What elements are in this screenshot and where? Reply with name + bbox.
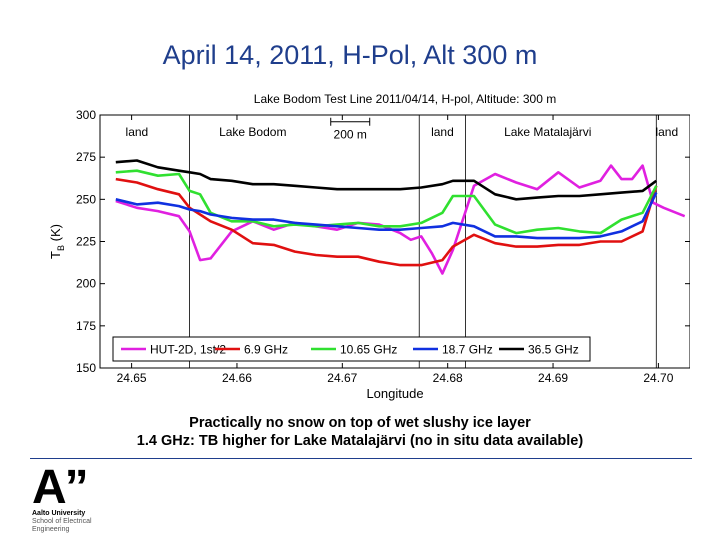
x-tick-label: 24.66 <box>222 371 252 385</box>
x-tick-label: 24.68 <box>433 371 463 385</box>
x-tick-label: 24.69 <box>538 371 568 385</box>
series-line <box>115 177 658 267</box>
plot-area <box>99 114 690 369</box>
region-label: land <box>431 125 454 139</box>
region-label: Lake Bodom <box>219 125 286 139</box>
y-tick-label: 200 <box>76 277 96 291</box>
region-label: land <box>655 125 678 139</box>
series-line <box>115 164 686 275</box>
x-tick-label: 24.65 <box>117 371 147 385</box>
region-label: land <box>126 125 149 139</box>
legend-label: 6.9 GHz <box>244 343 288 357</box>
y-tick-label: 275 <box>76 150 96 164</box>
y-tick-label: 250 <box>76 192 96 206</box>
legend-label: 36.5 GHz <box>528 343 579 357</box>
aalto-logo: A” Aalto University School of Electrical… <box>32 461 92 534</box>
x-axis-label: Longitude <box>366 386 423 401</box>
tb-line-chart: 150 175 200 225 250 275 300 24.65 24.66 24.67 24.6… <box>48 92 690 401</box>
legend-label: 10.65 GHz <box>340 343 397 357</box>
y-tick-label: 150 <box>76 361 96 375</box>
chart-title: Lake Bodom Test Line 2011/04/14, H-pol, … <box>254 92 556 106</box>
series-line <box>115 159 658 201</box>
y-tick-label: 225 <box>76 235 96 249</box>
x-tick-label: 24.67 <box>327 371 357 385</box>
x-tick-label: 24.70 <box>643 371 673 385</box>
caption-line-1: Practically no snow on top of wet slushy… <box>189 415 531 431</box>
footer-divider <box>30 458 692 459</box>
y-tick-label: 300 <box>76 108 96 122</box>
series-line <box>115 192 658 240</box>
logo-school-line-1: School of Electrical <box>32 518 92 525</box>
region-label: Lake Matalajärvi <box>504 125 591 139</box>
logo-mark: A” <box>32 461 89 514</box>
logo-school-line-2: Engineering <box>32 526 70 533</box>
series-line <box>115 169 658 235</box>
legend-label: 18.7 GHz <box>442 343 493 357</box>
y-tick-label: 175 <box>76 319 96 333</box>
slide-title: April 14, 2011, H-Pol, Alt 300 m <box>162 40 538 70</box>
y-axis-label: TB (K) <box>48 224 66 259</box>
logo-university: Aalto University <box>32 510 86 517</box>
scale-bar-label: 200 m <box>334 128 367 142</box>
legend-label: HUT-2D, 1st/2 <box>150 343 226 357</box>
caption-line-2: 1.4 GHz: TB higher for Lake Matalajärvi … <box>136 433 584 449</box>
